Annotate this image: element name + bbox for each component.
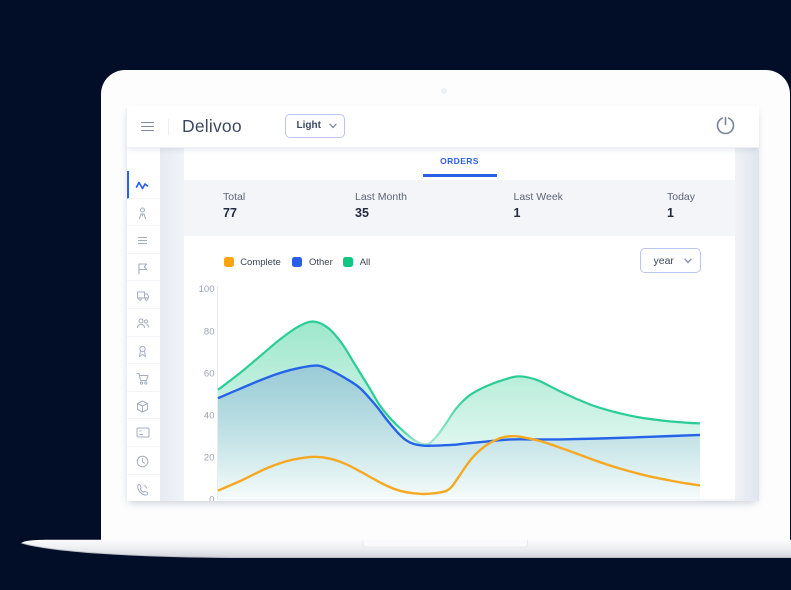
svg-text:80: 80: [204, 327, 215, 338]
svg-text:40: 40: [204, 411, 215, 422]
svg-text:100: 100: [199, 284, 215, 295]
svg-text:0: 0: [209, 495, 214, 502]
svg-text:20: 20: [204, 453, 215, 464]
svg-text:60: 60: [204, 369, 215, 380]
